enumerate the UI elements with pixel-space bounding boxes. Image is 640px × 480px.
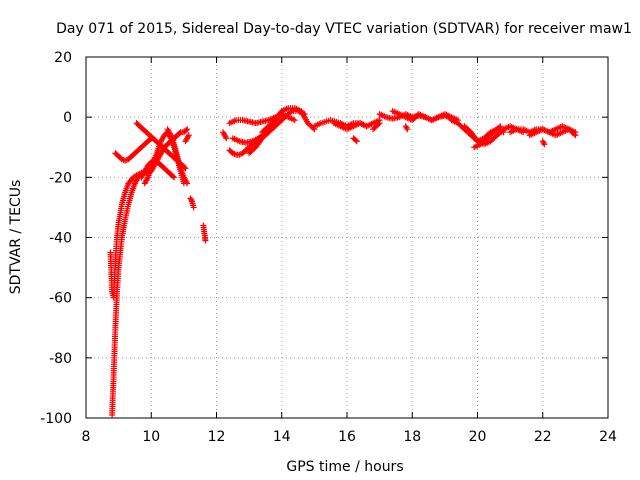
plot-frame [85,56,609,419]
data-point [278,108,285,115]
x-tick-label: 10 [142,429,160,445]
data-point [170,173,176,180]
data-point [363,123,370,130]
x-tick-label: 14 [273,429,291,445]
y-tick-label: -40 [49,231,72,247]
x-tick-label: 16 [338,429,356,445]
data-point [202,237,209,244]
data-point [404,126,411,133]
data-point [223,135,230,142]
x-axis-label: GPS time / hours [286,459,403,475]
y-axis-label: SDTVAR / TECUs [8,180,24,295]
x-tick-label: 22 [534,429,552,445]
y-tick-label: 20 [54,50,72,66]
data-point [376,120,383,127]
data-point [176,130,183,137]
data-point [291,117,298,124]
data-point [571,131,578,138]
data-point [183,127,190,134]
data-point [496,124,503,131]
data-point [572,132,579,139]
x-tick-label: 12 [208,429,226,445]
data-point [541,141,548,148]
data-point [185,132,192,139]
axis-ticks: 8 10 12 14 16 18 20 22 24 20 0 -20 -40 -60 -80 -100 [40,50,617,445]
y-tick-label: -80 [49,351,72,367]
data-point [497,123,504,130]
y-tick-label: -100 [40,411,72,427]
data-point [353,138,360,145]
y-tick-label: -20 [49,170,72,186]
x-tick-label: 8 [82,429,91,445]
data-point [171,174,178,181]
data-points [107,105,579,418]
x-tick-label: 20 [469,429,487,445]
y-tick-label: -60 [49,291,72,307]
x-tick-label: 18 [403,429,421,445]
gridlines [86,57,608,418]
y-tick-label: 0 [63,110,72,126]
data-point [352,137,359,144]
data-point [184,126,191,133]
x-tick-label: 24 [599,429,617,445]
data-point [184,180,191,187]
data-point [190,204,197,211]
chart-title: Day 071 of 2015, Sidereal Day-to-day VTE… [56,21,632,37]
data-point [375,121,382,128]
